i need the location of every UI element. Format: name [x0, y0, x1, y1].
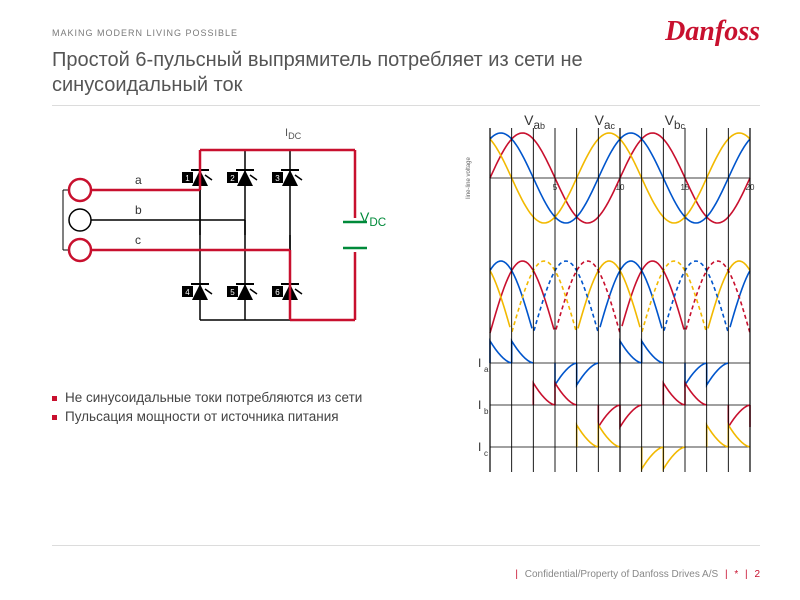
svg-text:b: b [135, 203, 142, 217]
bullet-marker-icon [52, 396, 57, 401]
svg-text:2: 2 [230, 174, 235, 183]
svg-text:I: I [478, 356, 481, 370]
title-divider [52, 105, 760, 106]
rectifier-schematic: a b c 1 2 3 4 5 6 [60, 130, 410, 350]
svg-text:line-line voltage: line-line voltage [466, 156, 472, 198]
bullet-text: Не синусоидальные токи потребляются из с… [65, 390, 362, 405]
svg-text:c: c [484, 449, 488, 458]
footer-text: | Confidential/Property of Danfoss Drive… [511, 569, 760, 580]
svg-text:a: a [484, 365, 489, 374]
bullet-text: Пульсация мощности от источника питания [65, 409, 339, 424]
bullet-item: Пульсация мощности от источника питания [52, 409, 452, 424]
svg-text:6: 6 [275, 288, 280, 297]
danfoss-logo: Danfoss [665, 16, 760, 48]
waveform-chart: 5101520IaIbIcline-line voltage [460, 108, 760, 488]
bullet-list: Не синусоидальные токи потребляются из с… [52, 390, 452, 428]
svg-text:1: 1 [185, 174, 190, 183]
slide-root: MAKING MODERN LIVING POSSIBLE Danfoss Пр… [0, 0, 800, 600]
footer-divider [52, 545, 760, 546]
brand-tagline: MAKING MODERN LIVING POSSIBLE [52, 28, 238, 38]
bullet-item: Не синусоидальные токи потребляются из с… [52, 390, 452, 405]
svg-text:c: c [135, 233, 141, 247]
slide-title: Простой 6-пульсный выпрямитель потребляе… [52, 48, 592, 98]
svg-text:I: I [478, 398, 481, 412]
svg-text:4: 4 [185, 288, 190, 297]
svg-text:a: a [135, 173, 142, 187]
svg-text:3: 3 [275, 174, 280, 183]
bullet-marker-icon [52, 415, 57, 420]
svg-text:I: I [478, 440, 481, 454]
svg-text:5: 5 [230, 288, 235, 297]
vdc-label: VDC [360, 210, 386, 229]
svg-text:b: b [484, 407, 489, 416]
